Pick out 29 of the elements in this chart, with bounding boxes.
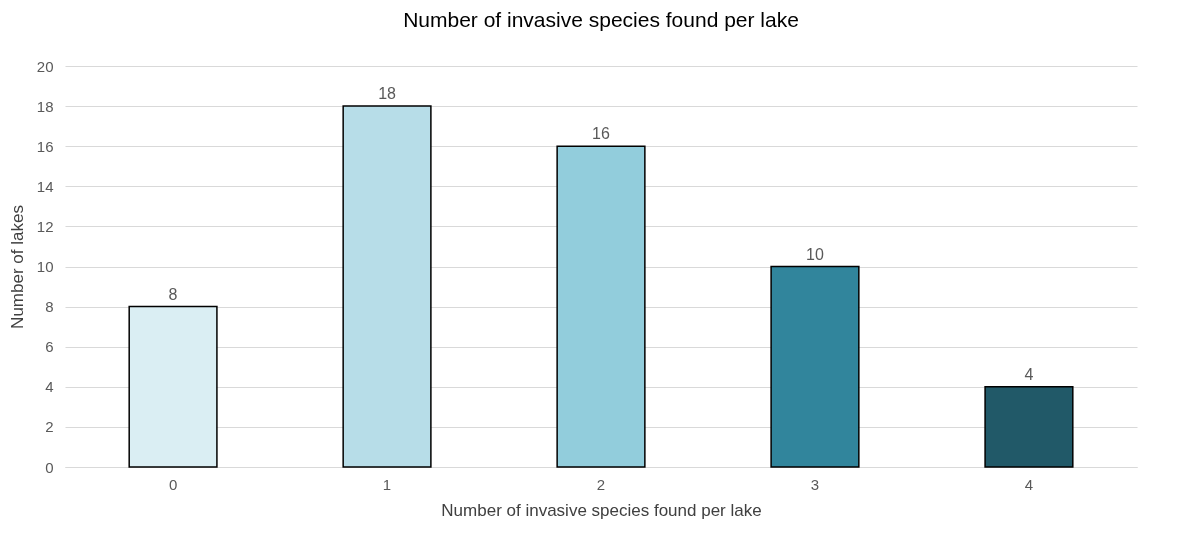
x-tick-label: 2 (596, 475, 606, 493)
x-tick-label: 0 (168, 475, 178, 493)
chart-title: Number of invasive species found per lake (403, 8, 799, 31)
y-tick-label: 12 (36, 217, 54, 235)
data-label: 4 (1024, 365, 1034, 383)
y-tick-label: 4 (45, 378, 54, 396)
y-axis-title: Number of lakes (7, 205, 27, 329)
bar (984, 386, 1074, 468)
y-tick-label: 2 (45, 418, 54, 436)
bar (556, 145, 646, 468)
y-tick-label: 0 (45, 458, 54, 476)
bar (128, 305, 218, 468)
x-axis-title: Number of invasive species found per lake (441, 500, 762, 520)
x-tick-label: 4 (1024, 475, 1034, 493)
y-tick-label: 14 (36, 177, 54, 195)
data-label: 18 (378, 85, 397, 103)
y-tick-label: 20 (36, 57, 54, 75)
data-label: 10 (806, 245, 824, 263)
data-label: 8 (168, 285, 178, 303)
data-label: 16 (592, 125, 610, 143)
bar (770, 265, 860, 468)
x-tick-label: 1 (382, 475, 392, 493)
y-tick-label: 8 (45, 298, 54, 316)
y-tick-label: 10 (36, 258, 54, 275)
y-tick-label: 18 (36, 97, 54, 115)
y-tick-label: 16 (36, 137, 54, 155)
x-tick-label: 3 (810, 475, 820, 493)
y-tick-label: 6 (45, 338, 54, 356)
bar (342, 105, 432, 468)
